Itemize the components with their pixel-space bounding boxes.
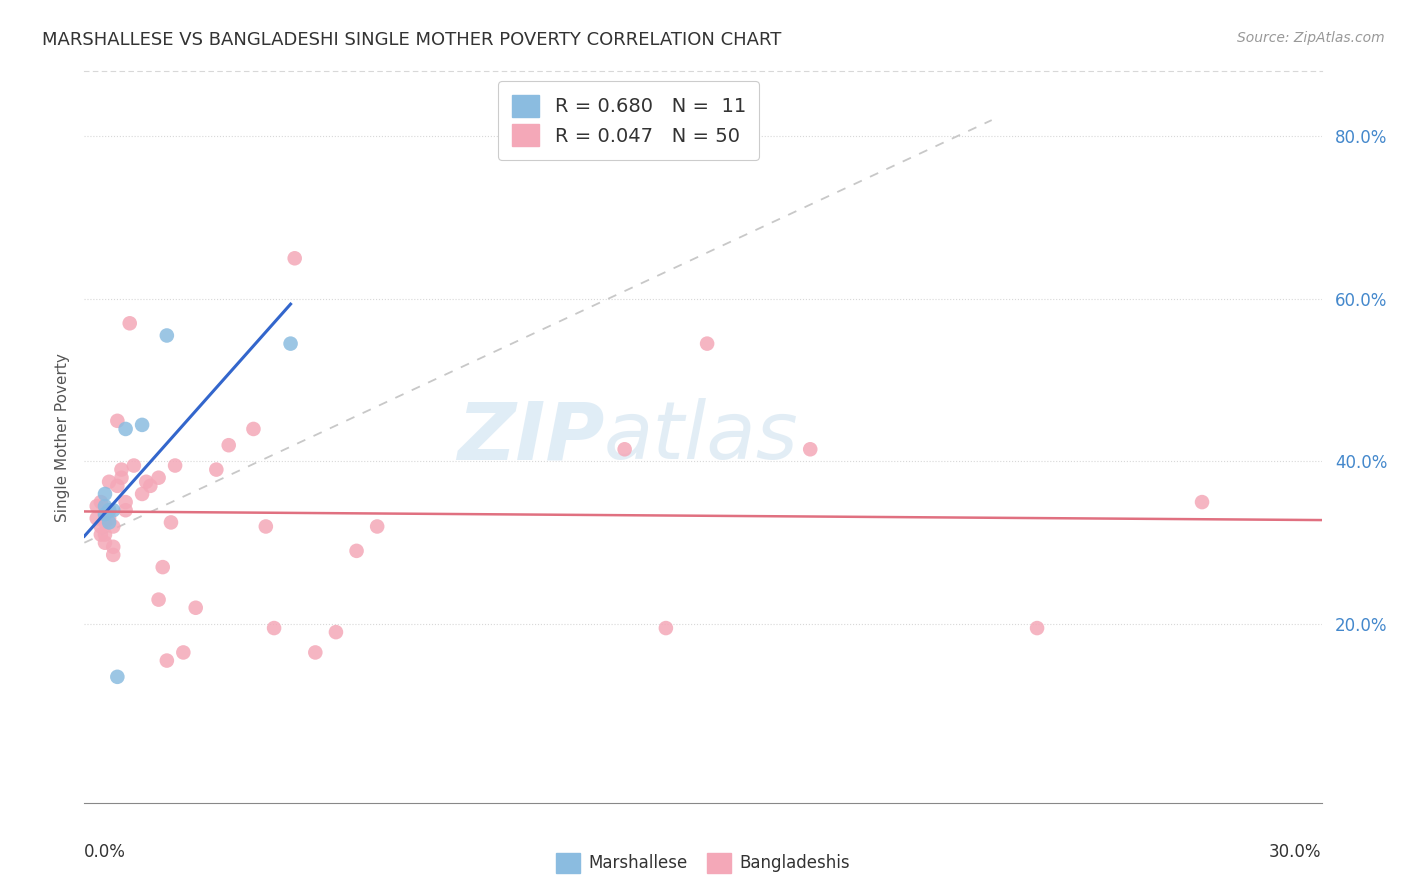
Point xyxy=(280,336,302,351)
Point xyxy=(94,535,117,549)
Point xyxy=(304,645,326,659)
Point xyxy=(98,511,121,525)
Point xyxy=(254,519,277,533)
Point xyxy=(98,503,121,517)
Point xyxy=(98,516,121,530)
Point xyxy=(242,422,264,436)
Point xyxy=(105,414,128,428)
Point xyxy=(325,625,347,640)
Point xyxy=(90,527,112,541)
Point xyxy=(284,252,307,266)
Y-axis label: Single Mother Poverty: Single Mother Poverty xyxy=(55,352,70,522)
Point xyxy=(94,527,117,541)
Point xyxy=(366,519,388,533)
Point xyxy=(172,645,194,659)
Legend: R = 0.680   N =  11, R = 0.047   N = 50: R = 0.680 N = 11, R = 0.047 N = 50 xyxy=(498,81,759,160)
Point xyxy=(799,442,821,457)
Point xyxy=(110,471,132,485)
Point xyxy=(122,458,145,473)
Point xyxy=(103,540,125,554)
Point xyxy=(94,508,117,522)
Point xyxy=(1191,495,1213,509)
Point xyxy=(105,670,128,684)
Point xyxy=(131,487,153,501)
Text: Source: ZipAtlas.com: Source: ZipAtlas.com xyxy=(1237,31,1385,45)
Point xyxy=(131,417,153,432)
Text: atlas: atlas xyxy=(605,398,799,476)
Point xyxy=(98,503,121,517)
Text: 0.0%: 0.0% xyxy=(84,843,127,861)
Point xyxy=(218,438,240,452)
Point xyxy=(156,654,179,668)
Point xyxy=(118,316,141,330)
Point xyxy=(148,471,170,485)
Legend: Marshallese, Bangladeshis: Marshallese, Bangladeshis xyxy=(550,847,856,880)
Point xyxy=(90,519,112,533)
Point xyxy=(103,503,125,517)
Point xyxy=(98,475,121,489)
Point xyxy=(103,519,125,533)
Point xyxy=(156,328,179,343)
Point xyxy=(263,621,285,635)
Point xyxy=(696,336,718,351)
Point xyxy=(114,495,136,509)
Point xyxy=(613,442,636,457)
Point xyxy=(205,462,228,476)
Point xyxy=(110,462,132,476)
Point xyxy=(139,479,162,493)
Point xyxy=(94,508,117,522)
Point xyxy=(165,458,187,473)
Text: ZIP: ZIP xyxy=(457,398,605,476)
Point xyxy=(86,499,108,513)
Point xyxy=(103,548,125,562)
Point xyxy=(114,503,136,517)
Point xyxy=(1026,621,1049,635)
Point xyxy=(148,592,170,607)
Point xyxy=(105,479,128,493)
Point xyxy=(114,422,136,436)
Point xyxy=(94,499,117,513)
Text: MARSHALLESE VS BANGLADESHI SINGLE MOTHER POVERTY CORRELATION CHART: MARSHALLESE VS BANGLADESHI SINGLE MOTHER… xyxy=(42,31,782,49)
Point xyxy=(94,516,117,530)
Point xyxy=(86,511,108,525)
Point xyxy=(655,621,678,635)
Text: 30.0%: 30.0% xyxy=(1270,843,1322,861)
Point xyxy=(94,487,117,501)
Point xyxy=(152,560,174,574)
Point xyxy=(160,516,183,530)
Point xyxy=(184,600,207,615)
Point xyxy=(346,544,368,558)
Point xyxy=(135,475,157,489)
Point xyxy=(90,495,112,509)
